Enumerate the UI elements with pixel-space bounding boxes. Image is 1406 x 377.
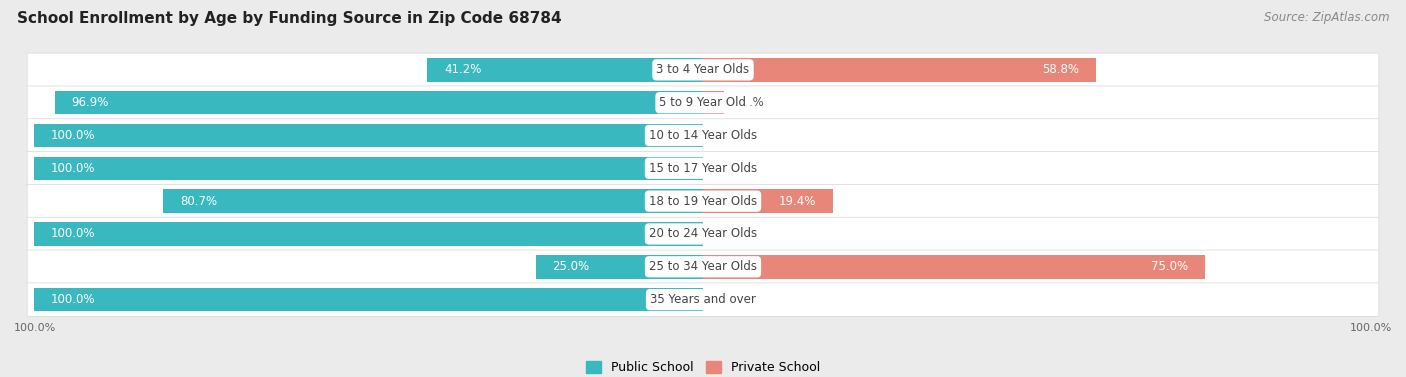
Text: 5 to 9 Year Old: 5 to 9 Year Old (659, 96, 747, 109)
FancyBboxPatch shape (27, 217, 1379, 251)
FancyBboxPatch shape (27, 283, 1379, 316)
Bar (34, 156, 703, 180)
Text: 96.9%: 96.9% (72, 96, 108, 109)
Text: 100.0%: 100.0% (51, 227, 96, 241)
Text: 15 to 17 Year Olds: 15 to 17 Year Olds (650, 162, 756, 175)
Text: 35 Years and over: 35 Years and over (650, 293, 756, 306)
Bar (34, 124, 703, 147)
Text: School Enrollment by Age by Funding Source in Zip Code 68784: School Enrollment by Age by Funding Sour… (17, 11, 561, 26)
Text: 20 to 24 Year Olds: 20 to 24 Year Olds (650, 227, 756, 241)
FancyBboxPatch shape (27, 53, 1379, 87)
Legend: Public School, Private School: Public School, Private School (581, 356, 825, 377)
Bar (427, 58, 703, 82)
Text: Source: ZipAtlas.com: Source: ZipAtlas.com (1264, 11, 1389, 24)
Text: 0.0%: 0.0% (713, 227, 742, 241)
Text: 41.2%: 41.2% (444, 63, 481, 77)
Text: 18 to 19 Year Olds: 18 to 19 Year Olds (650, 195, 756, 208)
Text: 100.0%: 100.0% (51, 129, 96, 142)
Text: 100.0%: 100.0% (1350, 323, 1392, 333)
FancyBboxPatch shape (27, 86, 1379, 120)
FancyBboxPatch shape (27, 152, 1379, 185)
Bar (34, 288, 703, 311)
Text: 0.0%: 0.0% (713, 293, 742, 306)
Bar (34, 222, 703, 246)
Text: 100.0%: 100.0% (51, 162, 96, 175)
Text: 0.0%: 0.0% (713, 129, 742, 142)
Text: 10 to 14 Year Olds: 10 to 14 Year Olds (650, 129, 756, 142)
Bar (703, 91, 724, 115)
Text: 0.0%: 0.0% (713, 162, 742, 175)
FancyBboxPatch shape (27, 250, 1379, 284)
Bar (55, 91, 703, 115)
Text: 3.1%: 3.1% (734, 96, 763, 109)
FancyBboxPatch shape (27, 119, 1379, 152)
Text: 25.0%: 25.0% (553, 260, 589, 273)
Bar (703, 189, 832, 213)
Bar (703, 58, 1097, 82)
Text: 75.0%: 75.0% (1150, 260, 1188, 273)
Bar (536, 255, 703, 279)
Text: 100.0%: 100.0% (51, 293, 96, 306)
Text: 25 to 34 Year Olds: 25 to 34 Year Olds (650, 260, 756, 273)
Bar (163, 189, 703, 213)
Text: 80.7%: 80.7% (180, 195, 217, 208)
Text: 58.8%: 58.8% (1043, 63, 1080, 77)
Bar (703, 255, 1205, 279)
Text: 3 to 4 Year Olds: 3 to 4 Year Olds (657, 63, 749, 77)
Text: 19.4%: 19.4% (779, 195, 815, 208)
Text: 100.0%: 100.0% (14, 323, 56, 333)
FancyBboxPatch shape (27, 184, 1379, 218)
